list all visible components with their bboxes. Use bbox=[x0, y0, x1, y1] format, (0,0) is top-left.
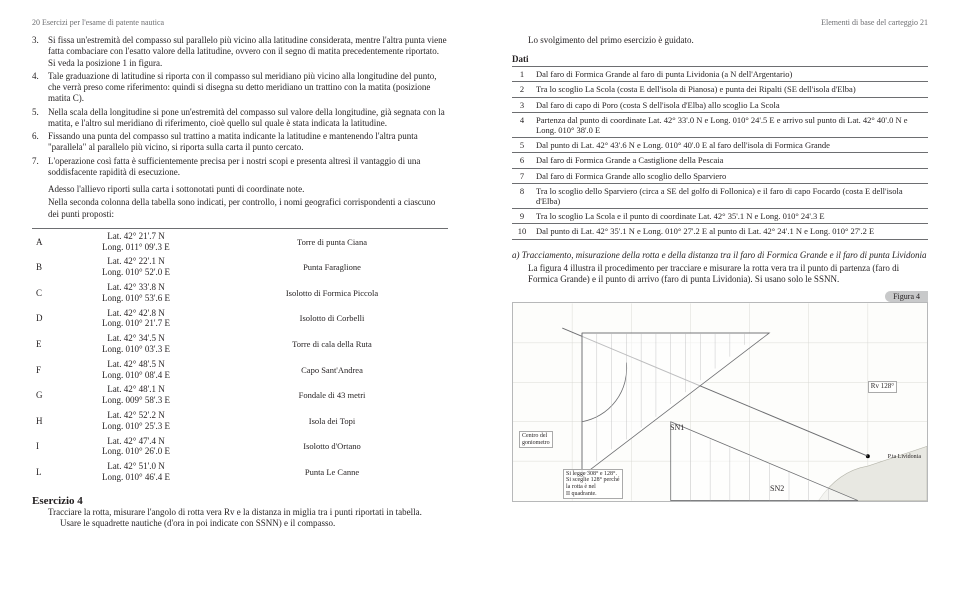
dati-table: 1Dal faro di Formica Grande al faro di p… bbox=[512, 66, 928, 239]
table-row: ILat. 42° 47'.4 NLong. 010° 26'.0 EIsolo… bbox=[32, 434, 448, 460]
table-row: LLat. 42° 51'.0 NLong. 010° 46'.4 EPunta… bbox=[32, 459, 448, 485]
left-page: 20 Esercizi per l'esame di patente nauti… bbox=[0, 0, 480, 609]
table-row: BLat. 42° 22'.1 NLong. 010° 52'.0 EPunta… bbox=[32, 254, 448, 280]
table-row: 6Dal faro di Formica Grande a Castiglion… bbox=[512, 153, 928, 168]
table-row: ALat. 42° 21'.7 NLong. 011° 09'.3 ETorre… bbox=[32, 228, 448, 254]
sn1-label: SN1 bbox=[668, 423, 686, 434]
table-row: ELat. 42° 34'.5 NLong. 010° 03'.3 ETorre… bbox=[32, 331, 448, 357]
annotation-lettura: Si legge 308° e 128°. Si sceglie 128° pe… bbox=[563, 469, 623, 499]
exercise-4-body: Tracciare la rotta, misurare l'angolo di… bbox=[48, 507, 448, 530]
table-row: DLat. 42° 42'.8 NLong. 010° 21'.7 EIsolo… bbox=[32, 306, 448, 332]
intro-text: Lo svolgimento del primo esercizio è gui… bbox=[528, 35, 928, 46]
table-row: 4Partenza dal punto di coordinate Lat. 4… bbox=[512, 112, 928, 137]
table-row: 8Tra lo scoglio dello Sparviero (circa a… bbox=[512, 183, 928, 208]
table-row: HLat. 42° 52'.2 NLong. 010° 25'.3 EIsola… bbox=[32, 408, 448, 434]
table-row: 3Dal faro di capo di Poro (costa S dell'… bbox=[512, 97, 928, 112]
table-row: 1Dal faro di Formica Grande al faro di p… bbox=[512, 67, 928, 82]
table-row: 2Tra lo scoglio La Scola (costa E dell'i… bbox=[512, 82, 928, 97]
right-page: Elementi di base del carteggio 21 Lo svo… bbox=[480, 0, 960, 609]
table-row: CLat. 42° 33'.8 NLong. 010° 53'.6 EIsolo… bbox=[32, 280, 448, 306]
figura-4-label: Figura 4 bbox=[885, 291, 928, 302]
dati-heading: Dati bbox=[512, 54, 928, 64]
right-page-header: Elementi di base del carteggio 21 bbox=[512, 18, 928, 27]
table-row: 5Dal punto di Lat. 42° 43'.6 N e Long. 0… bbox=[512, 138, 928, 153]
paragraph-2: Nella seconda colonna della tabella sono… bbox=[48, 197, 448, 220]
pta-lividonia-label: P.ta Lividonia bbox=[886, 453, 923, 462]
section-a-title: a) Tracciamento, misurazione della rotta… bbox=[512, 250, 928, 261]
table-row: 9Tra lo scoglio La Scola e il punto di c… bbox=[512, 209, 928, 224]
paragraph-1: Adesso l'allievo riporti sulla carta i s… bbox=[48, 184, 448, 195]
table-row: 10Dal punto di Lat. 42° 35'.1 N e Long. … bbox=[512, 224, 928, 239]
figure-4: Centro del goniometro Si legge 308° e 12… bbox=[512, 302, 928, 502]
coordinates-table: ALat. 42° 21'.7 NLong. 011° 09'.3 ETorre… bbox=[32, 228, 448, 485]
table-row: FLat. 42° 48'.5 NLong. 010° 08'.4 ECapo … bbox=[32, 357, 448, 383]
table-row: GLat. 42° 48'.1 NLong. 009° 58'.3 EFonda… bbox=[32, 382, 448, 408]
rv-label: Rv 128° bbox=[868, 381, 897, 393]
left-page-header: 20 Esercizi per l'esame di patente nauti… bbox=[32, 18, 448, 27]
annotation-centro: Centro del goniometro bbox=[519, 431, 553, 448]
table-row: 7Dal faro di Formica Grande allo scoglio… bbox=[512, 168, 928, 183]
sn2-label: SN2 bbox=[768, 484, 786, 495]
exercise-4-title: Esercizio 4 bbox=[32, 495, 448, 507]
step-list: 3.Si fissa un'estremità del compasso sul… bbox=[32, 35, 448, 178]
section-a-body: La figura 4 illustra il procedimento per… bbox=[528, 263, 928, 286]
